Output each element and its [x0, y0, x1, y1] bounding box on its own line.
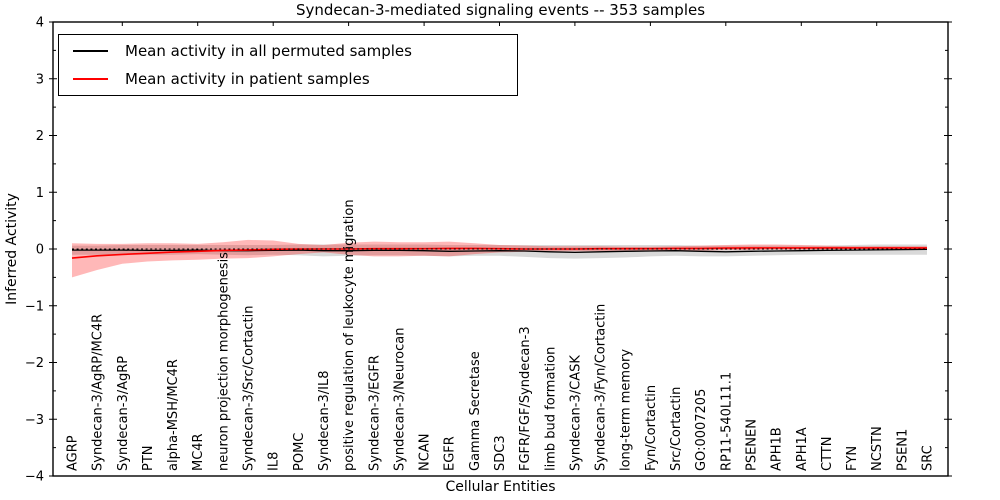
x-tick-label: Syndecan-3/Neurocan — [392, 328, 407, 471]
legend-label-patient: Mean activity in patient samples — [125, 70, 370, 88]
x-tick-label: positive regulation of leukocyte migrati… — [342, 199, 357, 471]
x-tick-label: AGRP — [66, 435, 81, 471]
y-tick-label: −1 — [25, 299, 44, 314]
x-tick-label: FGFR/FGF/Syndecan-3 — [518, 326, 533, 471]
x-tick-label: Syndecan-3/IL8 — [317, 371, 332, 471]
x-tick-label: Syndecan-3/AgRP/MC4R — [91, 314, 106, 471]
permuted-line-swatch — [73, 50, 108, 52]
y-tick-label: 3 — [36, 72, 44, 87]
x-tick-label: NCSTN — [870, 426, 885, 471]
x-tick-label: GO:0007205 — [694, 389, 709, 471]
axis-ticks — [49, 21, 952, 477]
x-tick-label: alpha-MSH/MC4R — [166, 359, 181, 471]
legend: Mean activity in all permuted samples Me… — [58, 34, 518, 96]
x-tick-label: APH1A — [795, 427, 810, 471]
x-tick-label: Syndecan-3/AgRP — [116, 356, 131, 471]
x-tick-label: Gamma Secretase — [468, 351, 483, 471]
y-axis-label: Inferred Activity — [4, 193, 20, 305]
x-tick-label: Fyn/Cortactin — [644, 385, 659, 471]
x-tick-label: Syndecan-3/Fyn/Cortactin — [594, 304, 609, 471]
y-tick-label: −3 — [25, 413, 44, 428]
x-tick-label: PTN — [141, 445, 156, 471]
x-tick-label: SDC3 — [493, 435, 508, 471]
x-tick-label: limb bud formation — [543, 347, 558, 471]
y-tick-label: 1 — [36, 186, 44, 201]
x-tick-label: POMC — [292, 433, 307, 471]
x-tick-label: EGFR — [443, 436, 458, 471]
x-axis-label: Cellular Entities — [445, 479, 556, 495]
x-tick-label: Syndecan-3/CASK — [568, 355, 583, 471]
y-tick-label: 0 — [36, 243, 44, 258]
x-tick-label: CTTN — [820, 437, 835, 471]
y-tick-label: 2 — [36, 129, 44, 144]
y-tick-label: 4 — [36, 16, 44, 31]
patient-mean-line — [71, 247, 927, 259]
y-tick-label: −2 — [25, 356, 44, 371]
x-tick-label: IL8 — [267, 452, 282, 471]
x-tick-label: Syndecan-3/Src/Cortactin — [242, 305, 257, 471]
chart-title: Syndecan-3-mediated signaling events -- … — [295, 1, 706, 19]
y-tick-label: −4 — [25, 470, 44, 485]
patient-band — [72, 239, 927, 278]
legend-item-permuted: Mean activity in all permuted samples — [73, 38, 517, 64]
x-tick-label: Syndecan-3/EGFR — [367, 355, 382, 471]
x-tick-label: Src/Cortactin — [669, 387, 684, 471]
x-tick-label: SRC — [921, 445, 936, 471]
x-tick-label: FYN — [845, 446, 860, 471]
legend-item-patient: Mean activity in patient samples — [73, 66, 517, 92]
x-tick-label: NCAN — [418, 434, 433, 471]
x-tick-label: RP11-540L11.1 — [719, 372, 734, 471]
x-tick-label: PSEN1 — [895, 429, 910, 471]
x-tick-label: APH1B — [770, 427, 785, 471]
x-tick-label: PSENEN — [745, 419, 760, 471]
legend-label-permuted: Mean activity in all permuted samples — [125, 42, 412, 60]
x-tick-label: MC4R — [191, 433, 206, 471]
patient-line-swatch — [73, 78, 108, 80]
x-tick-label: long-term memory — [619, 349, 634, 471]
x-tick-label: neuron projection morphogenesis — [216, 252, 231, 471]
